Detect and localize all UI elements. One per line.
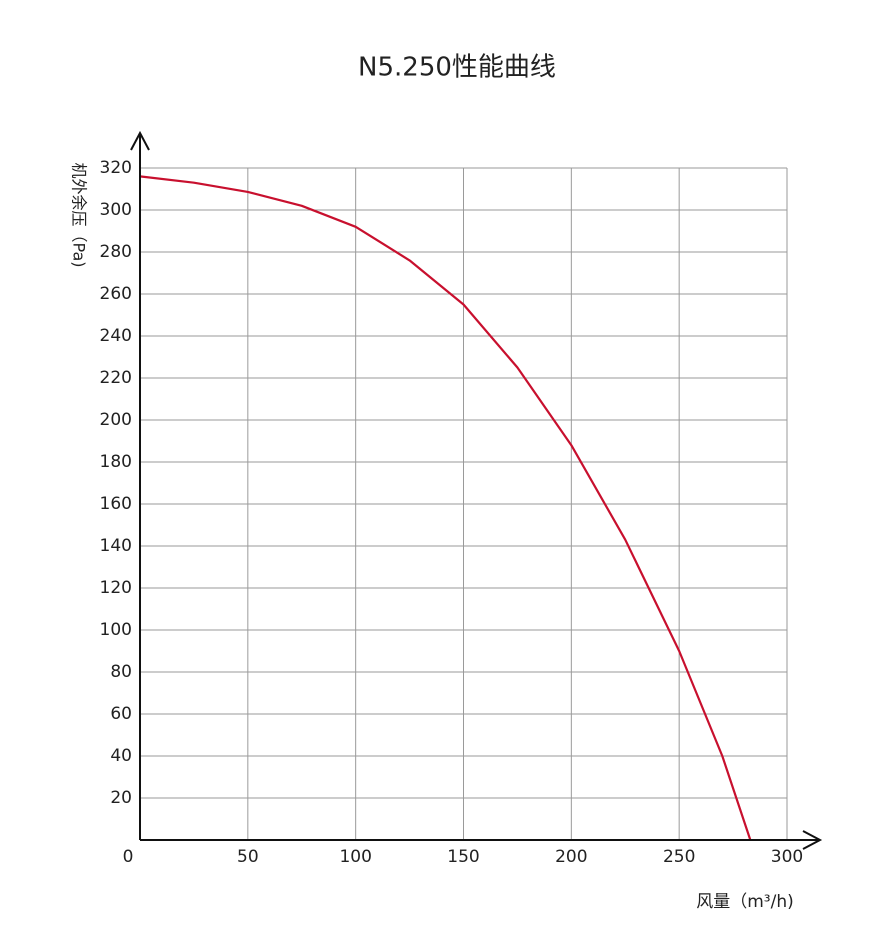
y-tick-label: 280	[100, 242, 132, 262]
x-tick-label: 250	[663, 847, 695, 867]
plot-area: 20 40 60 80 100 120 140 160 180 200 220 240 260 280 30…	[100, 158, 804, 867]
chart-title: N5.250性能曲线	[358, 53, 556, 83]
y-tick-label: 300	[100, 200, 132, 220]
y-tick-label: 60	[110, 704, 132, 724]
x-tick-label: 300	[771, 847, 803, 867]
y-axis-arrow	[130, 130, 150, 151]
y-tick-label: 80	[110, 662, 132, 682]
y-tick-label: 140	[100, 536, 132, 556]
line-series	[139, 175, 752, 841]
y-tick-label: 220	[100, 368, 132, 388]
y-axis-label: 机外余压（Pa)	[70, 163, 89, 268]
y-tick-label: 240	[100, 326, 132, 346]
y-tick-label: 120	[100, 578, 132, 598]
y-tick-label: 180	[100, 452, 132, 472]
x-tick-label: 100	[339, 847, 371, 867]
x-tick-label: 50	[237, 847, 259, 867]
y-tick-label: 160	[100, 494, 132, 514]
x-axis-arrow	[802, 830, 823, 850]
x-tick-label: 150	[447, 847, 479, 867]
y-tick-label: 20	[110, 788, 132, 808]
y-tick-label: 100	[100, 620, 132, 640]
y-tick-label: 40	[110, 746, 132, 766]
x-tick-label: 200	[555, 847, 587, 867]
y-tick-label: 200	[100, 410, 132, 430]
y-tick-label: 260	[100, 284, 132, 304]
x-axis-label: 风量（m³/h)	[696, 892, 794, 912]
x-tick-label: 0	[123, 847, 134, 867]
y-tick-label: 320	[100, 158, 132, 178]
